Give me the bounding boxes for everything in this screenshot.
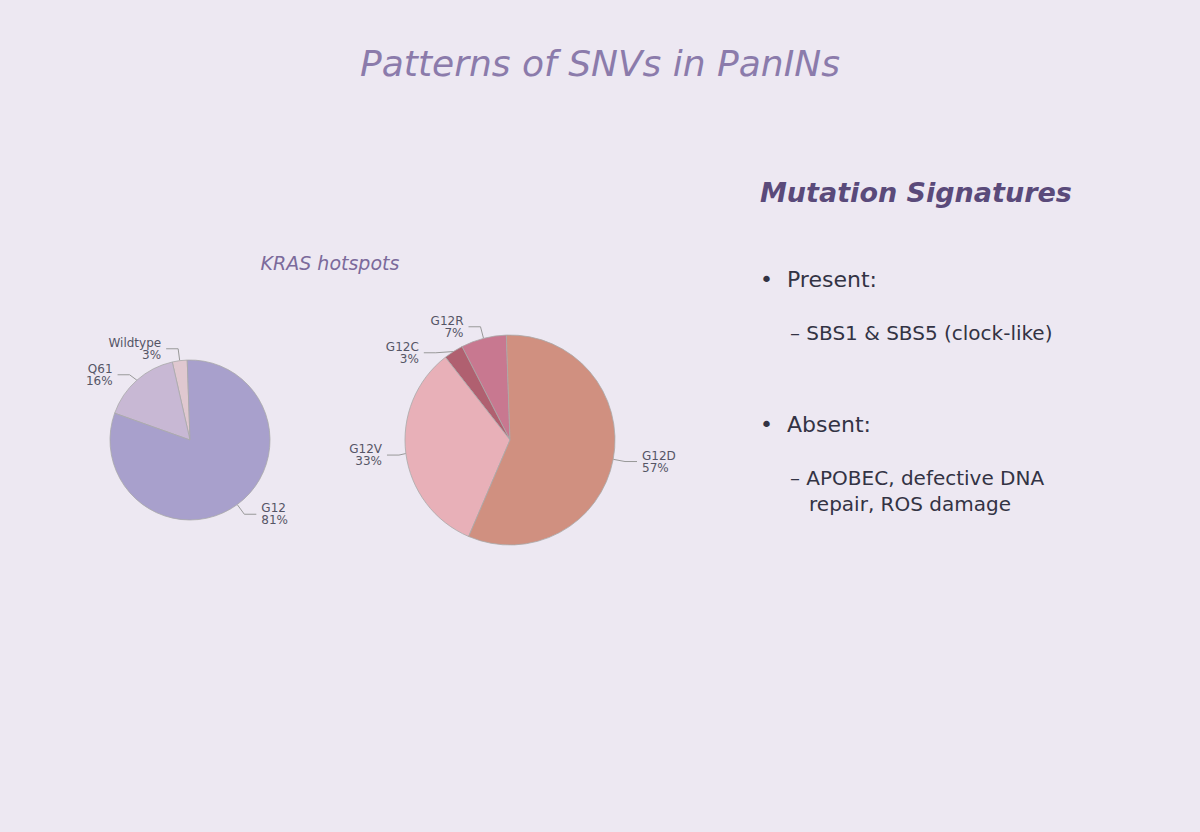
svg-text:– SBS1 & SBS5 (clock-like): – SBS1 & SBS5 (clock-like)	[790, 321, 1052, 345]
svg-text:• Absent:: • Absent:	[760, 412, 871, 437]
svg-text:Wildtype: Wildtype	[108, 335, 162, 350]
svg-text:Q61: Q61	[87, 361, 113, 376]
svg-text:repair, ROS damage: repair, ROS damage	[790, 492, 1011, 516]
svg-text:G12V: G12V	[349, 442, 382, 457]
svg-text:KRAS hotspots: KRAS hotspots	[261, 252, 400, 274]
svg-text:Mutation Signatures: Mutation Signatures	[760, 177, 1072, 208]
svg-text:G12D: G12D	[642, 448, 676, 463]
svg-text:33%: 33%	[355, 454, 382, 468]
svg-text:G12: G12	[261, 501, 286, 516]
svg-text:3%: 3%	[400, 352, 419, 366]
svg-text:81%: 81%	[261, 513, 288, 527]
svg-text:16%: 16%	[86, 374, 113, 388]
svg-text:• Present:: • Present:	[760, 267, 877, 292]
svg-text:– APOBEC, defective DNA: – APOBEC, defective DNA	[790, 466, 1044, 490]
svg-text:3%: 3%	[142, 348, 161, 362]
svg-text:57%: 57%	[642, 461, 669, 475]
svg-text:G12C: G12C	[385, 339, 419, 354]
svg-text:Patterns of SNVs in PanINs: Patterns of SNVs in PanINs	[360, 43, 840, 84]
svg-text:G12R: G12R	[430, 313, 464, 328]
svg-text:7%: 7%	[444, 326, 463, 340]
